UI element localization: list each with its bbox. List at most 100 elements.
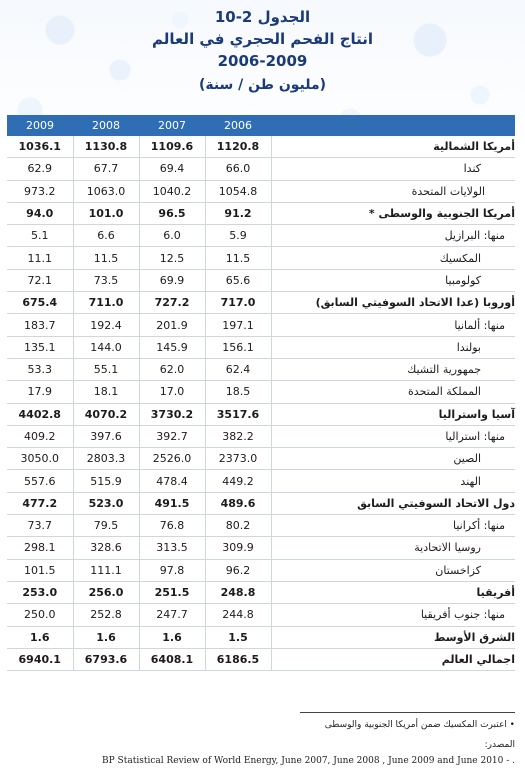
value-cell: 69.9 <box>139 269 206 293</box>
region-label: المملكة المتحدة <box>271 380 515 404</box>
value-cell: 4402.8 <box>7 403 74 426</box>
value-cell: 251.5 <box>139 581 206 605</box>
region-label: كزاخستان <box>271 559 515 582</box>
value-cell: 382.2 <box>205 425 272 449</box>
value-cell: 94.0 <box>7 202 74 226</box>
value-cell: 2373.0 <box>205 447 272 471</box>
value-cell: 252.8 <box>73 603 140 627</box>
value-cell: 96.2 <box>205 559 272 582</box>
table-row: 62.9 67.7 69.4 66.0 كندا <box>7 157 515 181</box>
value-cell: 711.0 <box>73 291 140 315</box>
value-cell: 675.4 <box>7 291 74 315</box>
value-cell: 73.5 <box>73 269 140 293</box>
value-cell: 72.1 <box>7 269 74 293</box>
table-row: 557.6 515.9 478.4 449.2 الهند <box>7 469 515 493</box>
table-row: 253.0 256.0 251.5 248.8 أفريقيا <box>7 581 515 605</box>
source-text: BP Statistical Review of World Energy, J… <box>102 756 515 766</box>
region-label: كندا <box>271 157 515 181</box>
value-cell: 62.9 <box>7 157 74 181</box>
value-cell: 6.6 <box>73 224 140 248</box>
value-cell: 253.0 <box>7 581 74 605</box>
value-cell: 6793.6 <box>73 648 140 672</box>
value-cell: 1.5 <box>205 626 272 649</box>
value-cell: 17.9 <box>7 380 74 404</box>
region-label: دول الاتحاد السوفيتي السابق <box>271 492 515 516</box>
value-cell: 156.1 <box>205 336 272 359</box>
value-cell: 397.6 <box>73 425 140 449</box>
value-cell: 328.6 <box>73 536 140 560</box>
title-block: الجدول 2-10 انتاج الفحم الحجري في العالم… <box>0 6 525 96</box>
value-cell: 973.2 <box>7 180 74 203</box>
region-label: منها: أكرانيا <box>271 514 515 538</box>
value-cell: 1120.8 <box>205 136 272 159</box>
value-cell: 247.7 <box>139 603 206 627</box>
value-cell: 96.5 <box>139 202 206 226</box>
year-header: 2006 <box>205 115 271 136</box>
region-label: منها: ألمانيا <box>271 313 515 337</box>
table-row: 73.7 79.5 76.8 80.2 منها: أكرانيا <box>7 514 515 538</box>
value-cell: 3050.0 <box>7 447 74 471</box>
region-label: آسيا واستراليا <box>271 403 515 426</box>
year-header: 2007 <box>139 115 205 136</box>
value-cell: 80.2 <box>205 514 272 538</box>
table-row: 6940.1 6793.6 6408.1 6186.5 اجمالي العالم <box>7 648 515 672</box>
value-cell: 1040.2 <box>139 180 206 203</box>
region-label: أوروبا (عدا الاتحاد السوفيتي السابق) <box>271 291 515 315</box>
region-label: كولومبيا <box>271 269 515 293</box>
value-cell: 5.9 <box>205 224 272 248</box>
table-row: 1.6 1.6 1.6 1.5 الشرق الأوسط <box>7 626 515 649</box>
table-row: 101.5 111.1 97.8 96.2 كزاخستان <box>7 559 515 582</box>
footnote-divider <box>300 712 515 713</box>
footnote: • اعتبرت المكسيك ضمن أمريكا الجنوبية وال… <box>324 720 515 730</box>
value-cell: 717.0 <box>205 291 272 315</box>
value-cell: 1054.8 <box>205 180 272 203</box>
value-cell: 62.4 <box>205 358 272 382</box>
value-cell: 144.0 <box>73 336 140 359</box>
table-period: 2006-2009 <box>217 52 308 70</box>
region-label: الولايات المتحدة <box>271 180 515 203</box>
header-row: 2009 2008 2007 2006 <box>7 115 515 136</box>
value-cell: 6186.5 <box>205 648 272 672</box>
table-row: 5.1 6.6 6.0 5.9 منها: البرازيل <box>7 224 515 248</box>
table-row: 94.0 101.0 96.5 91.2 أمريكا الجنوبية والوسطى… <box>7 202 515 226</box>
value-cell: 53.3 <box>7 358 74 382</box>
region-label: منها: البرازيل <box>271 224 515 248</box>
value-cell: 313.5 <box>139 536 206 560</box>
table-row: 183.7 192.4 201.9 197.1 منها: ألمانيا <box>7 313 515 337</box>
value-cell: 12.5 <box>139 246 206 270</box>
table-row: 675.4 711.0 727.2 717.0 أوروبا (عدا الاتحاد … <box>7 291 515 315</box>
value-cell: 6.0 <box>139 224 206 248</box>
value-cell: 6408.1 <box>139 648 206 672</box>
value-cell: 727.2 <box>139 291 206 315</box>
value-cell: 192.4 <box>73 313 140 337</box>
table-row: 3050.0 2803.3 2526.0 2373.0 الصين <box>7 447 515 471</box>
region-label: المكسيك <box>271 246 515 270</box>
value-cell: 478.4 <box>139 469 206 493</box>
value-cell: 6940.1 <box>7 648 74 672</box>
value-cell: 91.2 <box>205 202 272 226</box>
region-label: جمهورية التشيك <box>271 358 515 382</box>
year-header: 2009 <box>7 115 73 136</box>
value-cell: 3730.2 <box>139 403 206 426</box>
value-cell: 489.6 <box>205 492 272 516</box>
value-cell: 491.5 <box>139 492 206 516</box>
value-cell: 557.6 <box>7 469 74 493</box>
region-label: أفريقيا <box>271 581 515 605</box>
value-cell: 449.2 <box>205 469 272 493</box>
value-cell: 76.8 <box>139 514 206 538</box>
value-cell: 135.1 <box>7 336 74 359</box>
value-cell: 11.5 <box>205 246 272 270</box>
table-row: 17.9 18.1 17.0 18.5 المملكة المتحدة <box>7 380 515 404</box>
table-row: 409.2 397.6 392.7 382.2 منها: استراليا <box>7 425 515 449</box>
value-cell: 2803.3 <box>73 447 140 471</box>
value-cell: 1036.1 <box>7 136 74 159</box>
value-cell: 62.0 <box>139 358 206 382</box>
table-row: 477.2 523.0 491.5 489.6 دول الاتحاد السوفيتي… <box>7 492 515 516</box>
value-cell: 111.1 <box>73 559 140 582</box>
year-header: 2008 <box>73 115 139 136</box>
value-cell: 197.1 <box>205 313 272 337</box>
value-cell: 1.6 <box>73 626 140 649</box>
table-unit: (مليون طن / سنة) <box>198 77 327 93</box>
value-cell: 18.1 <box>73 380 140 404</box>
value-cell: 101.0 <box>73 202 140 226</box>
